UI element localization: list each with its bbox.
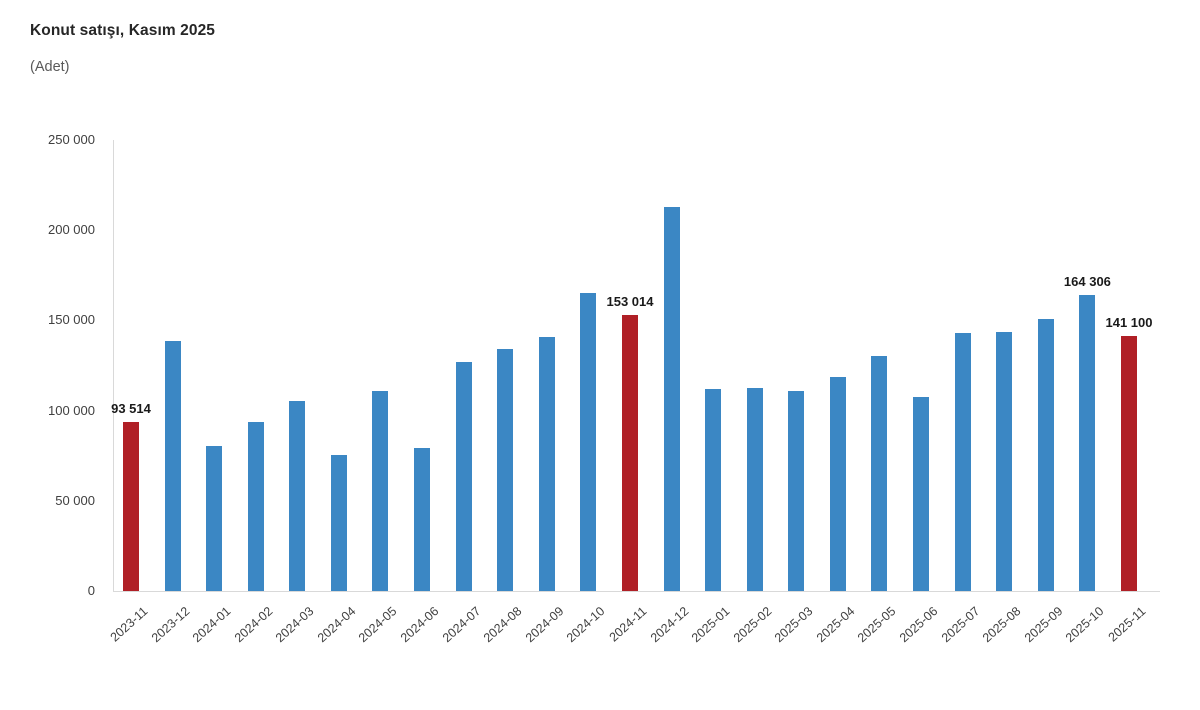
bar-2024-11	[621, 315, 638, 591]
y-tick-label: 150 000	[48, 312, 95, 328]
bar-2025-03	[788, 391, 805, 591]
bar-2025-01	[705, 389, 722, 591]
bar-2024-09	[538, 337, 555, 591]
bar-2024-02	[247, 422, 264, 591]
bar-2024-03	[289, 401, 306, 591]
bar-2024-08	[497, 349, 514, 591]
chart-subtitle: (Adet)	[30, 59, 70, 75]
y-tick-label: 100 000	[48, 402, 95, 418]
bar-2024-07	[455, 362, 472, 591]
bar-2023-11	[123, 422, 139, 591]
data-label-2025-11: 141 100	[1105, 315, 1153, 330]
y-tick-label: 0	[87, 583, 95, 598]
y-tick-label: 250 000	[48, 132, 95, 147]
bar-2025-08	[996, 332, 1013, 591]
y-tick-label: 200 000	[48, 222, 95, 238]
data-label-2025-10: 164 306	[1063, 274, 1111, 289]
bar-2025-07	[954, 333, 971, 591]
bar-2025-04	[829, 377, 846, 591]
bar-2024-06	[414, 448, 431, 591]
data-label-2023-11: 93 514	[111, 401, 151, 416]
bar-2024-12	[663, 207, 680, 591]
bar-2025-05	[871, 356, 888, 591]
bar-2024-10	[580, 293, 597, 591]
bar-2025-10	[1079, 295, 1096, 591]
y-tick-label: 50 000	[55, 492, 95, 508]
bar-2025-06	[913, 397, 930, 591]
bar-2024-05	[372, 391, 389, 591]
bar-2025-09	[1037, 319, 1054, 591]
bar-2023-12	[164, 341, 181, 591]
x-axis-line	[113, 591, 1160, 592]
bar-2024-01	[206, 446, 223, 591]
y-axis-line	[113, 140, 114, 591]
bar-2025-11	[1120, 336, 1137, 591]
bar-2024-04	[330, 455, 347, 591]
bar-2025-02	[746, 388, 763, 591]
chart-title: Konut satışı, Kasım 2025	[30, 22, 216, 39]
data-label-2024-11: 153 014	[606, 294, 654, 309]
